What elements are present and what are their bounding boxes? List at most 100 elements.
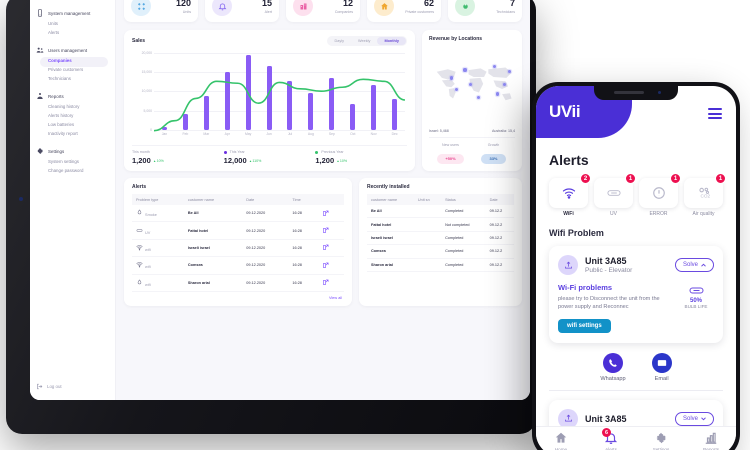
- stat-card-units[interactable]: 120 Units: [124, 0, 198, 22]
- bar[interactable]: [266, 66, 272, 130]
- view-all-link[interactable]: View all: [328, 295, 342, 300]
- range-option-monthly[interactable]: Monthly: [377, 37, 406, 45]
- laptop-device-frame: DashboardSystem managementUnitsAlertsUse…: [6, 0, 536, 434]
- x-tick-label: Feb: [182, 132, 189, 136]
- sidebar-item-technicians[interactable]: Technicians: [48, 76, 71, 81]
- revenue-title: Revenue by Locations: [429, 36, 483, 42]
- status-cell: Not completed: [441, 217, 486, 232]
- open-row-button[interactable]: [318, 221, 344, 240]
- map-pin[interactable]: [449, 76, 453, 80]
- sidebar-group-system-management: System management Units Alerts: [30, 7, 115, 37]
- sidebar-item-reports[interactable]: Reports: [30, 90, 115, 102]
- bulb-life-block: 50% BULB LIFE: [678, 283, 714, 333]
- units-icon: [131, 0, 151, 16]
- sidebar-item-system-settings[interactable]: System settings: [48, 159, 79, 164]
- tab-reports[interactable]: Reports: [686, 431, 736, 450]
- filter-chip-error[interactable]: 1: [639, 173, 681, 208]
- recently-installed-card: Recently installed customer name Unit sn S…: [359, 178, 522, 306]
- sales-title: Sales: [132, 38, 146, 44]
- tab-settings[interactable]: Settings: [636, 431, 686, 450]
- filter-chip-uv[interactable]: 1: [594, 173, 636, 208]
- map-pin[interactable]: [502, 82, 507, 86]
- range-option-dayly[interactable]: Dayly: [334, 39, 345, 43]
- location-entry: Israel: 5,468: [429, 129, 449, 133]
- map-pin[interactable]: [468, 82, 472, 86]
- open-row-button[interactable]: [318, 256, 344, 275]
- time-cell: 16:28: [288, 205, 319, 223]
- table-row[interactable]: UV Fattal hotel 09.12.2020 16:28: [132, 221, 344, 240]
- bell-icon: [212, 0, 232, 16]
- bar[interactable]: [287, 81, 293, 130]
- stat-label: Companies: [334, 9, 353, 14]
- map-pin[interactable]: [508, 70, 512, 74]
- y-tick-label: 10,000: [141, 89, 152, 94]
- bar[interactable]: [308, 92, 314, 130]
- table-row[interactable]: wifi Comsea 09.12.2020 16:28: [132, 256, 344, 275]
- svg-text:CO2: CO2: [700, 194, 710, 199]
- bar[interactable]: [182, 113, 188, 130]
- table-row[interactable]: Fattal hotel Not completed 09.12.2: [367, 217, 514, 232]
- bar[interactable]: [371, 85, 377, 130]
- range-option-weekly[interactable]: Weekly: [358, 39, 371, 43]
- x-tick-label: Jan: [161, 132, 168, 136]
- gridline: [154, 130, 405, 131]
- filter-chip-wifi[interactable]: 2: [549, 173, 591, 208]
- table-row[interactable]: wifi Sharon arial 09.12.2020 16:28: [132, 274, 344, 292]
- open-row-button[interactable]: [318, 239, 344, 258]
- solve-button[interactable]: Solve: [674, 411, 714, 426]
- contact-email[interactable]: Email: [651, 352, 672, 382]
- stat-card-private-customers[interactable]: 62 Private customers: [367, 0, 441, 22]
- open-row-button[interactable]: [318, 274, 344, 292]
- menu-icon[interactable]: [708, 108, 722, 122]
- sidebar-item-inactivity-report[interactable]: Inactivity report: [48, 131, 78, 136]
- sidebar-item-alerts[interactable]: Alerts: [48, 30, 60, 35]
- filter-chip-label: UV: [610, 211, 617, 217]
- map-pin[interactable]: [492, 65, 496, 69]
- bar[interactable]: [350, 103, 356, 130]
- alert-problem-block: Wi-Fi problems please try to Disconnect …: [558, 283, 670, 333]
- sales-range-toggle[interactable]: Dayly Weekly Monthly: [326, 36, 407, 46]
- logout-button[interactable]: Log out: [36, 383, 62, 390]
- sidebar-item-companies[interactable]: Companies: [48, 58, 72, 63]
- table-row[interactable]: Comsea Completed 09.12.2: [367, 244, 514, 259]
- table-row[interactable]: Sharon arial Completed 09.12.2: [367, 258, 514, 272]
- stat-card-alert[interactable]: 15 Alert: [205, 0, 279, 22]
- map-pin[interactable]: [477, 95, 481, 99]
- alert-card[interactable]: Unit 3A85 Public - Elevator Solve Wi-Fi …: [549, 246, 723, 343]
- sidebar-item-settings[interactable]: Settings: [30, 145, 115, 157]
- tab-alerts[interactable]: 6 Alerts: [586, 428, 636, 450]
- table-row[interactable]: Israeli israel Completed 09.12.2: [367, 231, 514, 246]
- bar[interactable]: [161, 126, 167, 130]
- stat-card-companies[interactable]: 12 Companies: [286, 0, 360, 22]
- bar[interactable]: [392, 99, 398, 130]
- map-pin[interactable]: [454, 87, 458, 91]
- filter-chip-air-quality[interactable]: CO2 1: [684, 173, 726, 208]
- sidebar-item-system-management[interactable]: System management: [30, 7, 115, 19]
- sidebar-item-private-customers[interactable]: Private customers: [48, 67, 84, 72]
- tab-home[interactable]: Home: [536, 431, 586, 450]
- table-row[interactable]: wifi Israeli israel 09.12.2020 16:28: [132, 239, 344, 258]
- stat-label: Technicians: [496, 9, 515, 14]
- contact-whatsapp[interactable]: Whatsapp: [600, 352, 626, 382]
- column-header: Date: [485, 194, 514, 205]
- bar[interactable]: [203, 96, 209, 130]
- sidebar-item-low-batteries[interactable]: Low batteries: [48, 122, 75, 127]
- sidebar-item-cleaning-history[interactable]: Cleaning history: [48, 104, 80, 109]
- open-row-button[interactable]: [318, 205, 344, 223]
- sidebar-item-change-password[interactable]: Change password: [48, 168, 84, 173]
- table-row[interactable]: Be All Completed 09.12.2: [367, 205, 514, 219]
- wifi-settings-button[interactable]: wifi settings: [558, 318, 611, 333]
- filter-chip-label: ERROR: [649, 211, 668, 217]
- stat-card-technicians[interactable]: 7 Technicians: [448, 0, 522, 22]
- bar[interactable]: [224, 72, 230, 130]
- date-cell: 09.12.2: [485, 258, 514, 272]
- table-row[interactable]: Smoke Be All 09.12.2020 16:28: [132, 205, 344, 223]
- map-pin[interactable]: [496, 92, 500, 96]
- map-pin[interactable]: [463, 68, 467, 72]
- sidebar-item-units[interactable]: Units: [48, 21, 59, 26]
- solve-button[interactable]: Solve: [674, 258, 714, 272]
- sidebar-item-alerts-history[interactable]: Alerts history: [48, 113, 74, 118]
- sidebar-group-reports: Reports Cleaning history Alerts history Low…: [30, 90, 115, 138]
- sidebar-item-users-management[interactable]: Users management: [30, 44, 115, 56]
- bar[interactable]: [329, 77, 335, 130]
